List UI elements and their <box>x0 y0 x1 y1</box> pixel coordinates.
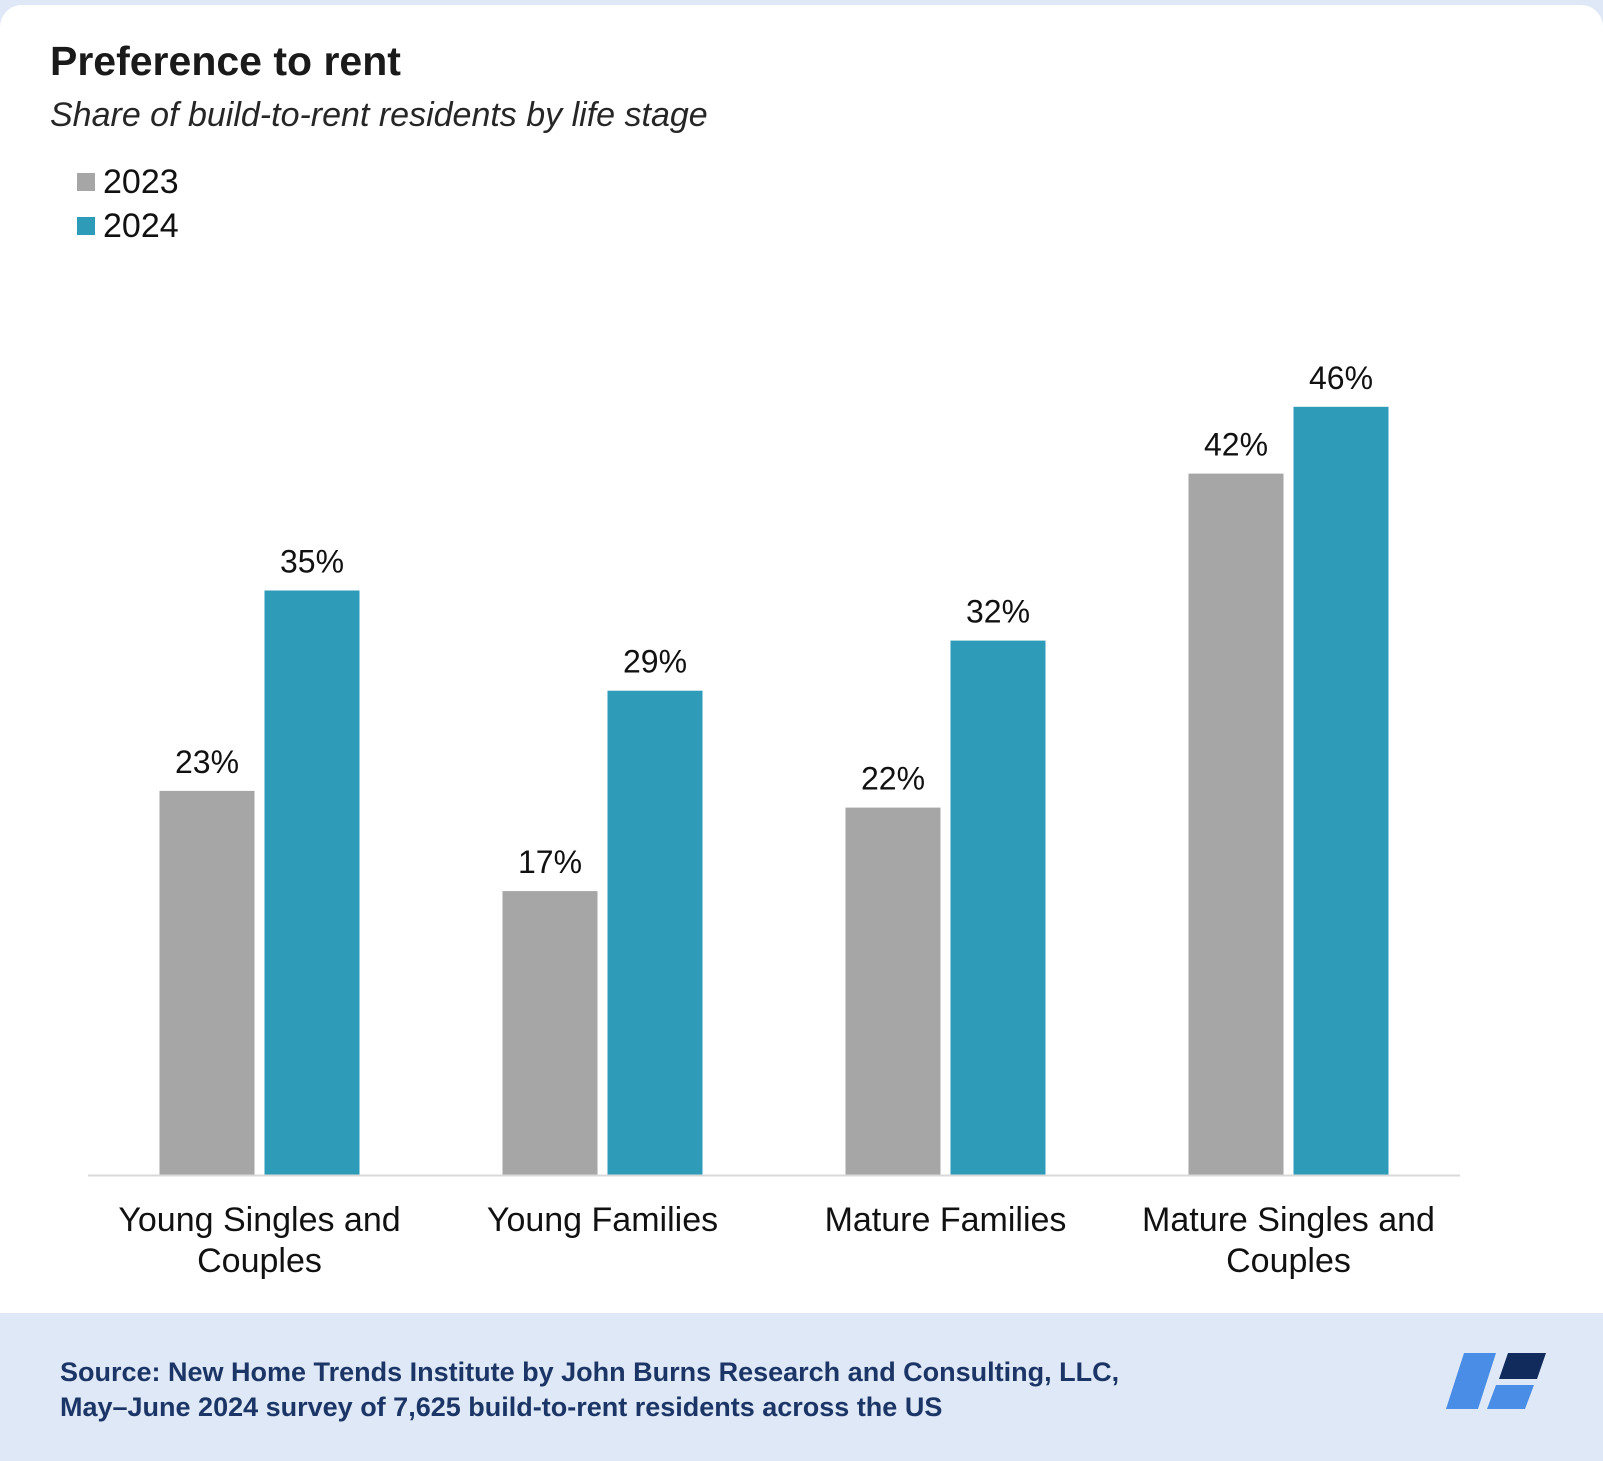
bar-2024-0 <box>264 590 360 1175</box>
bar-2023-0 <box>159 790 255 1175</box>
data-label-2023-0: 23% <box>175 744 239 780</box>
bar-2023-1 <box>502 891 598 1175</box>
bar-2023-2 <box>845 807 941 1175</box>
legend-item-2023: 2023 <box>77 160 179 204</box>
logo-top-right-shape-icon <box>1499 1353 1546 1379</box>
logo-bottom-right-shape-icon <box>1487 1385 1534 1409</box>
company-logo-icon <box>1446 1353 1546 1409</box>
legend-item-2024: 2024 <box>77 204 179 248</box>
source-line-1: Source: New Home Trends Institute by Joh… <box>60 1357 1120 1387</box>
chart-title: Preference to rent <box>50 38 401 84</box>
legend-label-2023: 2023 <box>103 162 179 201</box>
source-note: Source: New Home Trends Institute by Joh… <box>60 1355 1260 1425</box>
data-label-2024-0: 35% <box>280 544 344 580</box>
data-label-2024-2: 32% <box>966 594 1030 630</box>
data-label-2024-1: 29% <box>623 644 687 680</box>
logo-left-shape-icon <box>1446 1353 1496 1409</box>
legend-label-2024: 2024 <box>103 206 179 245</box>
data-label-2023-3: 42% <box>1204 427 1268 463</box>
category-label-3: Mature Singles and Couples <box>1142 1201 1435 1280</box>
category-label-1: Young Families <box>487 1201 718 1239</box>
legend: 2023 2024 <box>77 160 179 248</box>
bar-2023-3 <box>1188 473 1284 1176</box>
category-label-2: Mature Families <box>825 1201 1067 1239</box>
bar-chart: 23% 35% Young Singles and Couples 17% 29% Youn… <box>88 360 1460 1280</box>
footer: Source: New Home Trends Institute by Joh… <box>0 1313 1603 1461</box>
chart-subtitle: Share of build-to-rent residents by life… <box>50 96 708 134</box>
bar-2024-3 <box>1293 406 1389 1175</box>
legend-swatch-2024 <box>77 217 95 235</box>
bar-2024-2 <box>950 640 1046 1175</box>
source-line-2: May–June 2024 survey of 7,625 build-to-r… <box>60 1392 943 1422</box>
data-label-2024-3: 46% <box>1309 360 1373 396</box>
bar-2024-1 <box>607 690 703 1175</box>
legend-swatch-2023 <box>77 173 95 191</box>
data-label-2023-1: 17% <box>518 844 582 880</box>
category-label-0: Young Singles and Couples <box>118 1201 400 1280</box>
data-label-2023-2: 22% <box>861 761 925 797</box>
